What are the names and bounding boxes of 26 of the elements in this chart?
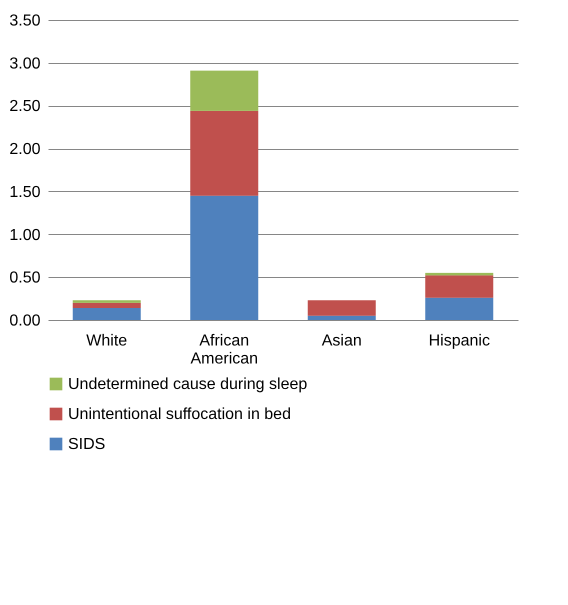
y-tick-label: 0.00 xyxy=(9,312,41,330)
bar xyxy=(72,300,141,303)
bar xyxy=(190,110,258,196)
y-tick-label: 1.00 xyxy=(9,226,41,244)
y-tick-label: 3.50 xyxy=(9,12,41,30)
bar xyxy=(72,308,141,320)
bar xyxy=(190,196,258,320)
legend-label: Unintentional suffocation in bed xyxy=(68,406,291,423)
bar xyxy=(308,316,376,320)
bar xyxy=(308,300,376,316)
y-tick-label: 2.00 xyxy=(9,141,41,158)
legend-label: Undetermined cause during sleep xyxy=(68,376,308,393)
y-tick-label: 0.50 xyxy=(9,270,41,287)
x-tick-label: Asian xyxy=(322,332,362,350)
bar xyxy=(425,275,494,298)
y-tick-label: 3.00 xyxy=(9,55,41,72)
x-tick-label: Hispanic xyxy=(428,332,490,350)
y-tick-label: 1.50 xyxy=(9,184,41,201)
bar xyxy=(72,302,141,308)
y-tick-label: 2.50 xyxy=(9,98,41,116)
bar xyxy=(425,298,494,320)
x-tick-label: White xyxy=(86,332,128,350)
bar xyxy=(425,272,494,276)
legend-label: SIDS xyxy=(68,436,106,453)
x-tick-label: African American xyxy=(190,332,258,368)
bar xyxy=(190,70,258,111)
